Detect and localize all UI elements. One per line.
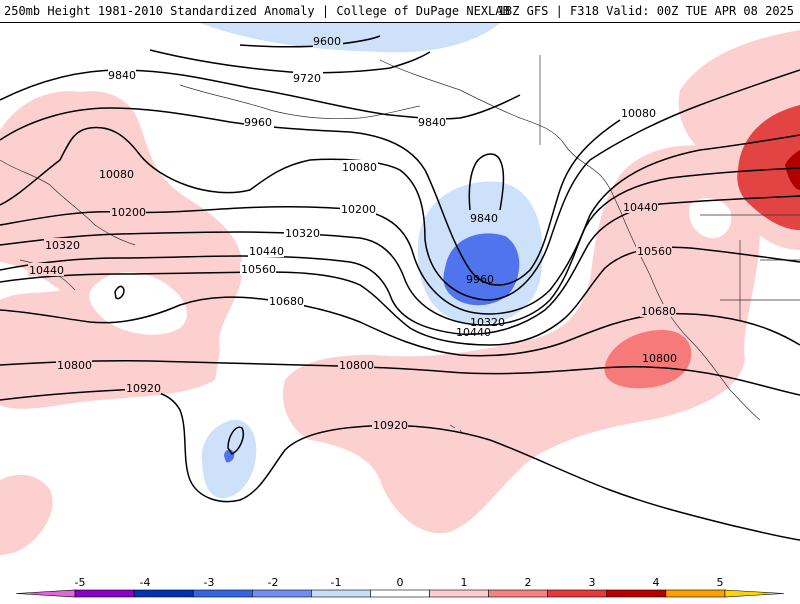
label-10440-west: 10440 — [29, 264, 64, 277]
label-9600: 9600 — [313, 35, 341, 48]
contour-10080 — [0, 69, 800, 301]
negative-anomaly-arctic — [200, 23, 500, 53]
colorbar-tick-m4: -4 — [140, 576, 151, 589]
label-10920-central: 10920 — [373, 419, 408, 432]
label-10800-central: 10800 — [339, 359, 374, 372]
colorbar-segment — [252, 589, 312, 598]
colorbar-segment — [429, 589, 489, 598]
label-10560-central: 10560 — [241, 263, 276, 276]
label-10440-east: 10440 — [623, 201, 658, 214]
contour-10200 — [0, 134, 800, 315]
contour-9960 — [0, 107, 621, 286]
contour-9840-trough — [468, 153, 505, 211]
map-svg: 9600 9720 9840 9840 9840 9960 9960 10080… — [0, 23, 800, 555]
positive-anomaly-southwest — [0, 474, 53, 555]
colorbar-segment — [724, 589, 785, 598]
label-10200-central: 10200 — [341, 203, 376, 216]
anomaly-shading — [0, 23, 800, 555]
neutral-gap-baja — [689, 198, 732, 239]
colorbar-segment — [370, 589, 430, 598]
label-9840-trough: 9840 — [470, 212, 498, 225]
contour-labels: 9600 9720 9840 9840 9840 9960 9960 10080… — [28, 34, 677, 432]
positive-anomaly-west-pacific-hole — [89, 272, 188, 335]
label-10920-west: 10920 — [126, 382, 161, 395]
colorbar-segment — [74, 589, 135, 598]
colorbar-segment — [665, 589, 726, 598]
contour-9720 — [149, 49, 431, 74]
label-10440-trough: 10440 — [456, 326, 491, 339]
negative-anomaly-trough-core — [443, 233, 520, 306]
colorbar-tick-5: 5 — [717, 576, 724, 589]
colorbar-tick-2: 2 — [525, 576, 532, 589]
positive-anomaly-central-pacific — [282, 145, 760, 534]
positive-anomaly-west-pacific — [0, 91, 243, 409]
label-10320-trough: 10320 — [470, 316, 505, 329]
label-10200-west: 10200 — [111, 206, 146, 219]
colorbar-tick-m1: -1 — [331, 576, 342, 589]
label-9960-trough: 9960 — [466, 273, 494, 286]
colorbar-segment — [547, 589, 608, 598]
label-10680-east: 10680 — [641, 305, 676, 318]
label-10320-central: 10320 — [285, 227, 320, 240]
contour-10800 — [0, 359, 800, 396]
label-10080-east: 10080 — [621, 107, 656, 120]
positive-anomaly-california — [604, 330, 692, 389]
colorbar-tick-1: 1 — [461, 576, 468, 589]
map-title: 250mb Height 1981-2010 Standardized Anom… — [4, 4, 510, 18]
colorbar-tick-3: 3 — [589, 576, 596, 589]
colorbar-segment — [15, 589, 76, 598]
label-10320-west: 10320 — [45, 239, 80, 252]
colorbar-segments — [15, 589, 785, 598]
contour-10920 — [0, 388, 800, 541]
title-bar: 250mb Height 1981-2010 Standardized Anom… — [0, 0, 800, 23]
label-9840-alaska: 9840 — [418, 116, 446, 129]
contour-10320 — [0, 167, 800, 326]
label-10680-central: 10680 — [269, 295, 304, 308]
label-10800-east: 10800 — [642, 352, 677, 365]
colorbar-svg: -5 -4 -3 -2 -1 0 1 2 3 4 5 — [15, 576, 785, 598]
colorbar: -5 -4 -3 -2 -1 0 1 2 3 4 5 — [0, 576, 800, 600]
colorbar-segment — [133, 589, 194, 598]
coastline-alaska — [379, 59, 621, 211]
label-10080-west: 10080 — [99, 168, 134, 181]
label-10800-west: 10800 — [57, 359, 92, 372]
colorbar-segment — [488, 589, 548, 598]
label-9720: 9720 — [293, 72, 321, 85]
colorbar-tick-0: 0 — [397, 576, 404, 589]
contour-small-pacific — [227, 426, 244, 455]
label-9960-west: 9960 — [244, 116, 272, 129]
contour-9840-north — [0, 69, 521, 120]
contour-small-west — [114, 285, 125, 300]
label-9840-west: 9840 — [108, 69, 136, 82]
colorbar-tick-m5: -5 — [75, 576, 86, 589]
colorbar-tick-m2: -2 — [268, 576, 279, 589]
colorbar-tick-m3: -3 — [204, 576, 215, 589]
coastline-asia — [0, 159, 136, 246]
model-run-info: 18Z GFS | F318 Valid: 00Z TUE APR 08 202… — [497, 4, 794, 18]
map-panel[interactable]: 9600 9720 9840 9840 9840 9960 9960 10080… — [0, 23, 800, 576]
label-10560-east: 10560 — [637, 245, 672, 258]
colorbar-segment — [311, 589, 371, 598]
colorbar-segment — [192, 589, 253, 598]
label-10440-central: 10440 — [249, 245, 284, 258]
positive-anomaly-canada-core — [785, 150, 800, 190]
contour-10680 — [0, 296, 800, 357]
colorbar-segment — [606, 589, 667, 598]
colorbar-tick-labels: -5 -4 -3 -2 -1 0 1 2 3 4 5 — [75, 576, 724, 589]
colorbar-tick-4: 4 — [653, 576, 660, 589]
label-10080-central: 10080 — [342, 161, 377, 174]
